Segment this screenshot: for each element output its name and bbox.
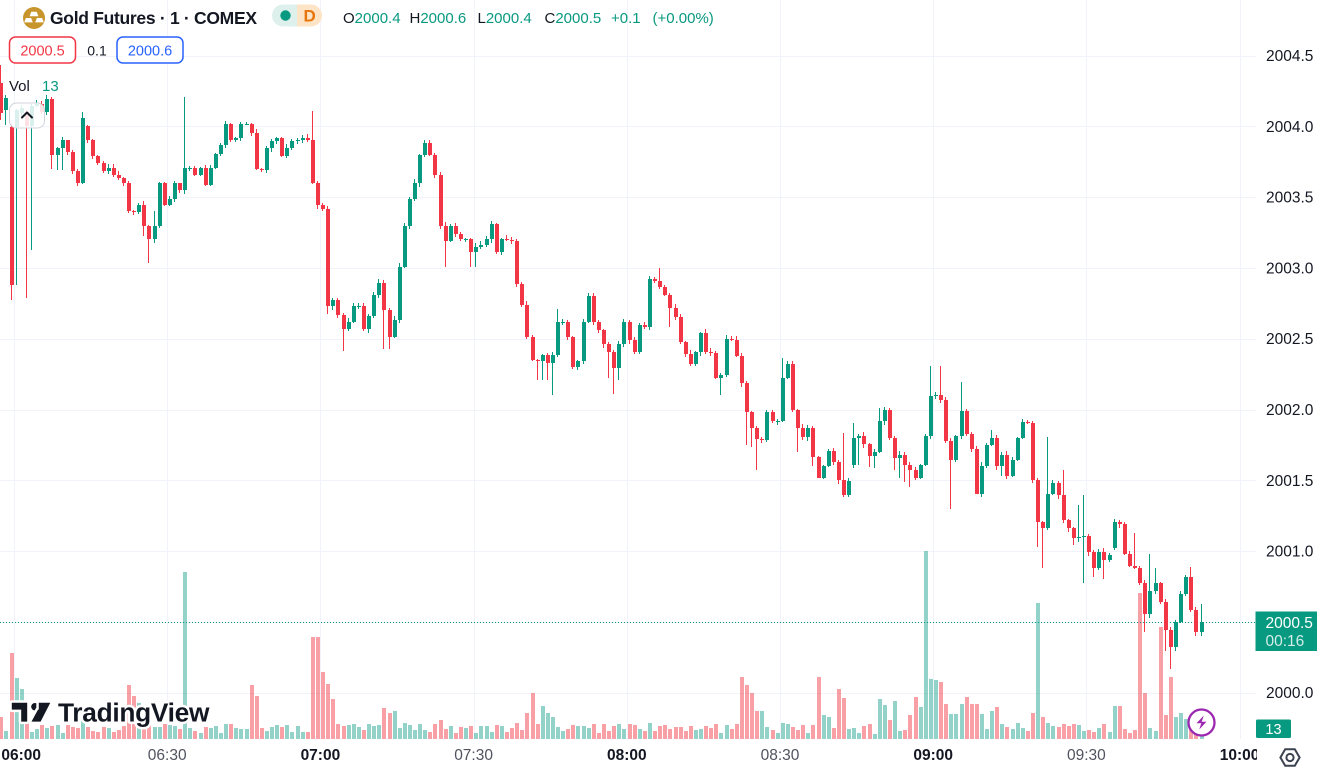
svg-text:07:00: 07:00 — [301, 747, 341, 764]
svg-text:0.1: 0.1 — [87, 43, 107, 59]
svg-text:Gold Futures · 1 · COMEX: Gold Futures · 1 · COMEX — [50, 8, 257, 28]
svg-text:13: 13 — [1265, 722, 1281, 738]
svg-text:09:30: 09:30 — [1067, 747, 1106, 764]
svg-text:06:30: 06:30 — [148, 747, 187, 764]
svg-text:O2000.4: O2000.4 — [343, 10, 401, 27]
svg-text:08:00: 08:00 — [607, 747, 647, 764]
svg-text:2003.0: 2003.0 — [1266, 260, 1314, 277]
svg-text:2002.0: 2002.0 — [1266, 402, 1314, 419]
svg-text:H2000.6: H2000.6 — [410, 10, 467, 27]
svg-text:+0.1: +0.1 — [611, 10, 641, 27]
svg-text:06:00: 06:00 — [1, 747, 41, 764]
svg-text:TradingView: TradingView — [58, 698, 210, 728]
svg-text:08:30: 08:30 — [761, 747, 800, 764]
svg-text:2004.5: 2004.5 — [1266, 48, 1313, 65]
svg-text:2003.5: 2003.5 — [1266, 190, 1313, 207]
svg-text:C2000.5: C2000.5 — [545, 10, 602, 27]
svg-text:2000.5: 2000.5 — [20, 44, 64, 60]
svg-text:2000.5: 2000.5 — [1266, 615, 1313, 632]
svg-text:(+0.00%): (+0.00%) — [653, 10, 714, 27]
svg-text:07:30: 07:30 — [454, 747, 493, 764]
svg-text:2002.5: 2002.5 — [1266, 331, 1313, 348]
svg-text:2004.0: 2004.0 — [1266, 119, 1314, 136]
svg-text:2000.0: 2000.0 — [1266, 685, 1314, 702]
svg-text:2000.6: 2000.6 — [128, 44, 172, 60]
svg-text:2001.0: 2001.0 — [1266, 544, 1314, 561]
svg-text:09:00: 09:00 — [913, 747, 953, 764]
svg-text:2001.5: 2001.5 — [1266, 473, 1313, 490]
svg-text:L2000.4: L2000.4 — [478, 10, 532, 27]
svg-text:00:16: 00:16 — [1266, 633, 1305, 650]
svg-text:Vol 13: Vol 13 — [9, 78, 59, 95]
svg-text:10:00: 10:00 — [1220, 747, 1260, 764]
svg-text:D: D — [304, 7, 316, 26]
